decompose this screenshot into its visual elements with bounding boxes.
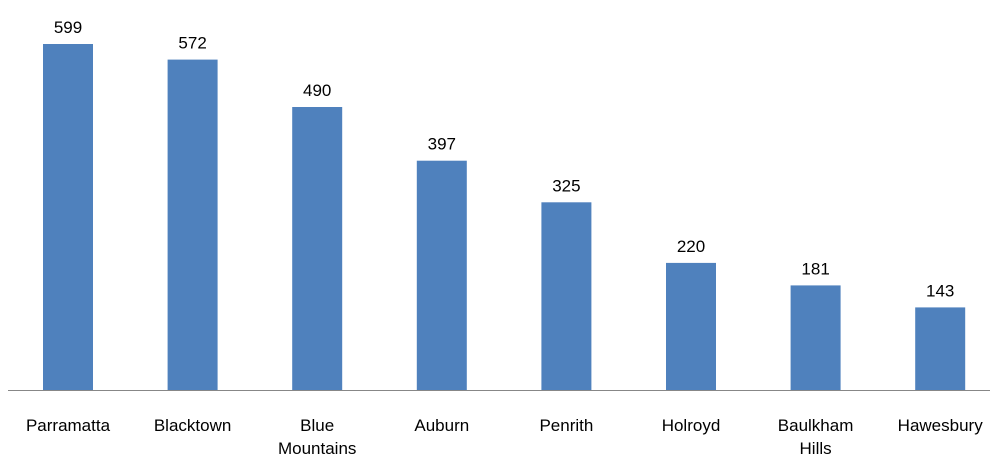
bar-value-label: 599 (54, 18, 82, 37)
category-label: Blacktown (154, 416, 231, 435)
bar-value-label: 325 (552, 176, 580, 195)
category-label: Blue (300, 416, 334, 435)
category-label: Hawesbury (898, 416, 984, 435)
bar (43, 44, 93, 390)
bar (292, 107, 343, 390)
bar-value-label: 181 (801, 259, 829, 278)
bar (167, 59, 218, 390)
value-labels-group: 599 572 490 397 325 220 181 143 (54, 18, 955, 300)
bar (416, 160, 467, 390)
category-label: Hills (800, 439, 832, 458)
category-label: Mountains (278, 439, 356, 458)
category-labels-group: Parramatta Blacktown Blue Mountains Auburn Pe… (26, 416, 983, 458)
bar-value-label: 220 (677, 237, 705, 256)
bar-value-label: 143 (926, 281, 954, 300)
bar (790, 285, 841, 390)
category-label: Holroyd (662, 416, 721, 435)
bar-value-label: 490 (303, 81, 331, 100)
bar (666, 262, 716, 390)
category-label: Baulkham (778, 416, 854, 435)
bar (541, 202, 592, 390)
bar-value-label: 572 (178, 34, 206, 53)
bar-value-label: 397 (428, 135, 456, 154)
bars-group (43, 44, 966, 390)
bar (915, 307, 966, 390)
category-label: Parramatta (26, 416, 111, 435)
category-label: Auburn (414, 416, 469, 435)
category-label: Penrith (539, 416, 593, 435)
